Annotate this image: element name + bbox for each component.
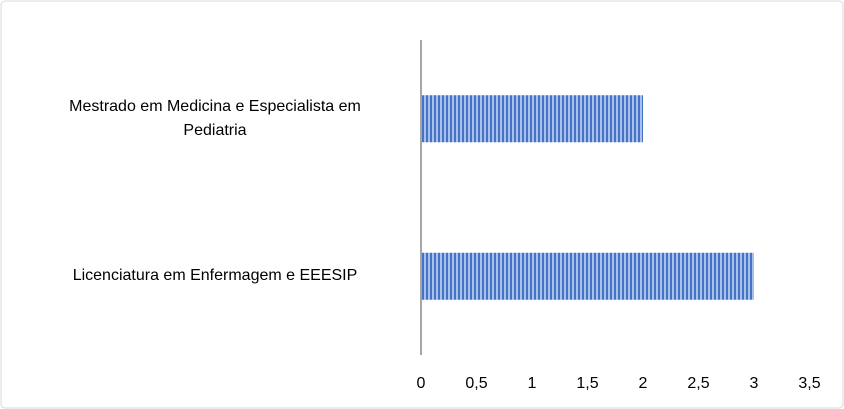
bar [421, 95, 643, 143]
x-tick-label: 2 [639, 375, 648, 392]
x-tick-label: 1,5 [576, 375, 598, 392]
y-tick-label: Licenciatura em Enfermagem e EEESIP [72, 267, 358, 285]
y-tick-label: Mestrado em Medicina e Especialista em P… [69, 97, 361, 139]
x-tick-label: 2,5 [687, 375, 709, 392]
x-tick-label: 3 [750, 375, 759, 392]
x-tick-label: 0 [417, 375, 426, 392]
x-tick-label: 0,5 [465, 375, 487, 392]
bar [421, 252, 754, 300]
x-tick-label: 3,5 [798, 375, 820, 392]
x-tick-label: 1 [528, 375, 537, 392]
